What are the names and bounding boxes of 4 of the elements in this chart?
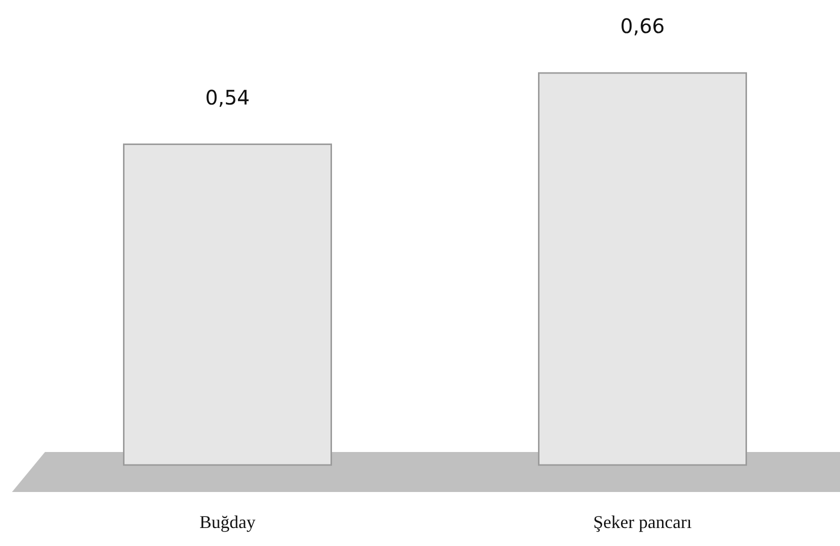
x-tick-label: Şeker pancarı <box>593 512 692 532</box>
data-label: 0,54 <box>205 85 250 110</box>
x-tick-label: Buğday <box>200 512 256 532</box>
data-label: 0,66 <box>620 14 665 38</box>
